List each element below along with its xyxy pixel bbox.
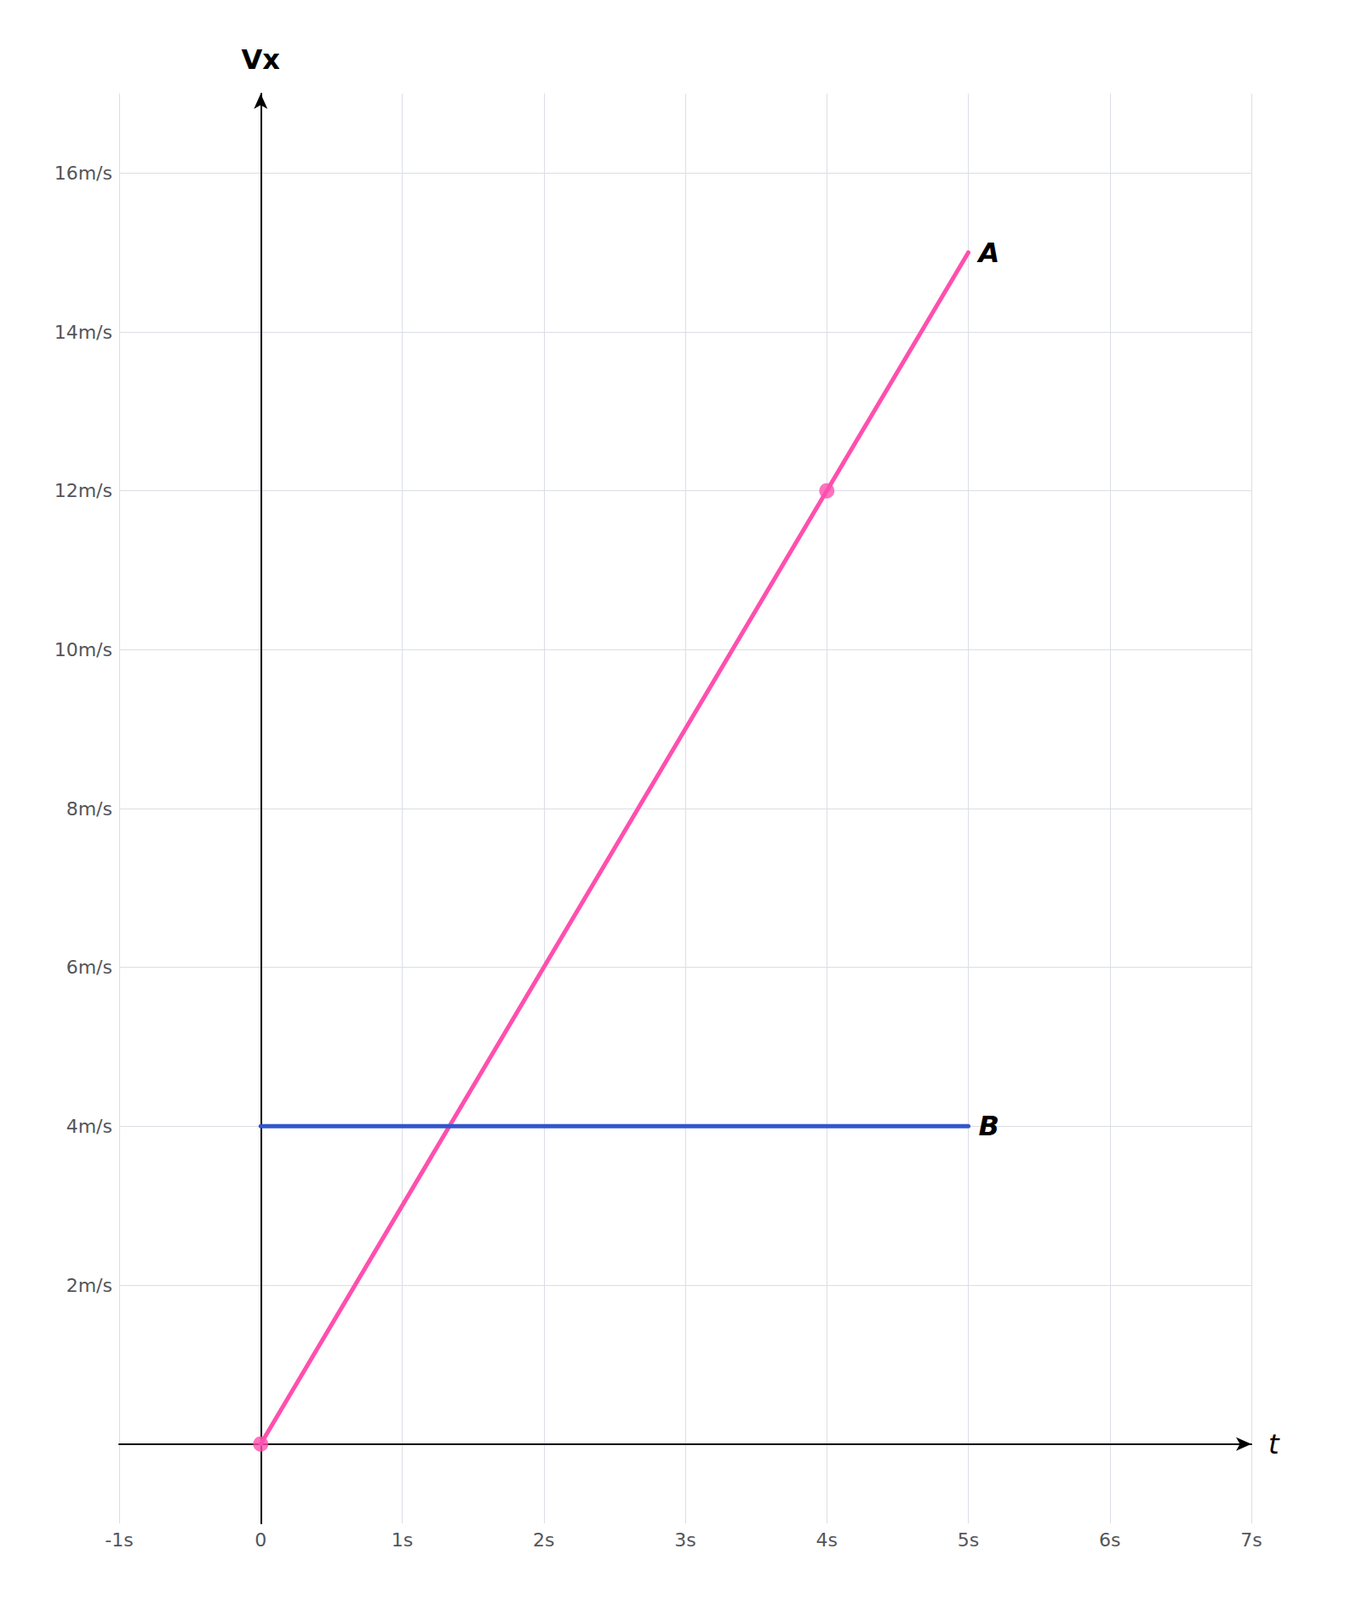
svg-text:10m/s: 10m/s: [54, 639, 113, 661]
svg-text:0: 0: [254, 1529, 267, 1552]
svg-text:4s: 4s: [816, 1529, 838, 1552]
svg-text:12m/s: 12m/s: [54, 480, 113, 502]
svg-text:2s: 2s: [532, 1529, 555, 1552]
svg-text:A: A: [976, 236, 1001, 269]
svg-text:-1s: -1s: [104, 1529, 133, 1552]
svg-text:1s: 1s: [391, 1529, 413, 1552]
svg-text:B: B: [978, 1110, 1000, 1143]
svg-text:16m/s: 16m/s: [54, 162, 113, 184]
svg-text:6m/s: 6m/s: [66, 956, 113, 979]
svg-text:Vx: Vx: [241, 43, 281, 76]
svg-text:t: t: [1268, 1428, 1281, 1461]
svg-text:7s: 7s: [1240, 1529, 1262, 1552]
svg-text:6s: 6s: [1098, 1529, 1121, 1552]
svg-text:3s: 3s: [674, 1529, 696, 1552]
svg-text:2m/s: 2m/s: [66, 1275, 113, 1297]
svg-text:4m/s: 4m/s: [66, 1116, 113, 1138]
svg-text:14m/s: 14m/s: [54, 321, 113, 344]
svg-text:5s: 5s: [957, 1529, 979, 1552]
svg-text:8m/s: 8m/s: [66, 798, 113, 820]
